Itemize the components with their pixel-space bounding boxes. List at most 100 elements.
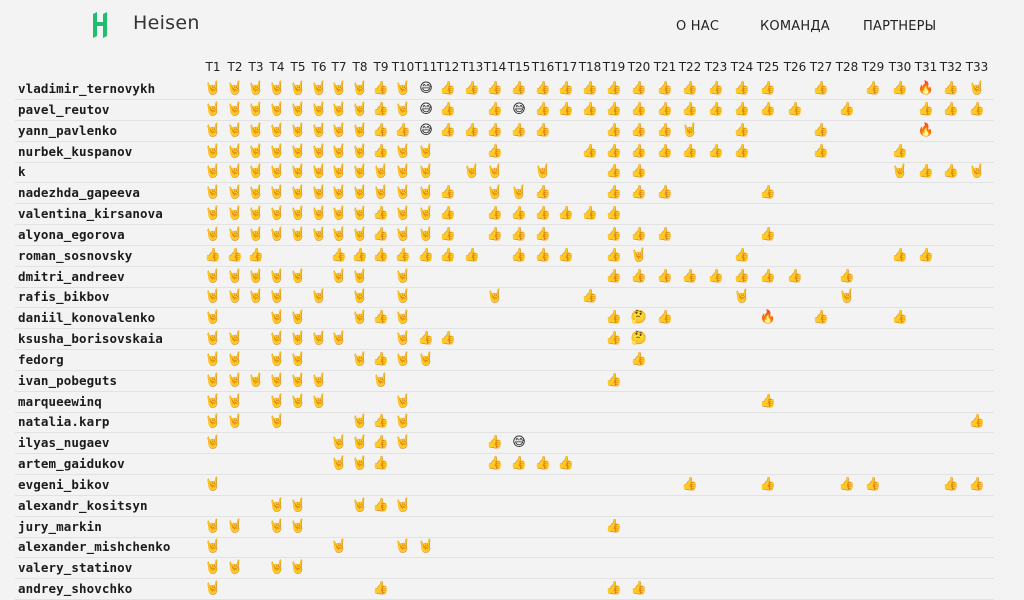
thumbs-up-icon[interactable]: 👍 [707, 143, 725, 159]
rock-hand-icon[interactable]: 🤘 [268, 101, 286, 117]
thumbs-up-icon[interactable]: 👍 [417, 331, 435, 347]
rock-hand-icon[interactable]: 🤘 [226, 164, 244, 180]
thumbs-up-icon[interactable]: 👍 [510, 456, 528, 472]
rock-hand-icon[interactable]: 🤘 [268, 289, 286, 305]
thumbs-up-icon[interactable]: 👍 [838, 101, 856, 117]
thumbs-up-icon[interactable]: 👍 [605, 185, 623, 201]
rock-hand-icon[interactable]: 🤘 [838, 289, 856, 305]
thumbs-up-icon[interactable]: 👍 [759, 393, 777, 409]
thumbs-up-icon[interactable]: 👍 [486, 122, 504, 138]
thumbs-up-icon[interactable]: 👍 [605, 143, 623, 159]
rock-hand-icon[interactable]: 🤘 [486, 289, 504, 305]
rock-hand-icon[interactable]: 🤘 [204, 331, 222, 347]
rock-hand-icon[interactable]: 🤘 [417, 143, 435, 159]
rock-hand-icon[interactable]: 🤘 [268, 560, 286, 576]
rock-hand-icon[interactable]: 🤘 [247, 101, 265, 117]
rock-hand-icon[interactable]: 🤘 [394, 185, 412, 201]
participant-name[interactable]: alexander_mishchenko [18, 539, 171, 555]
sweat-smile-icon[interactable]: 😅 [512, 435, 526, 451]
thumbs-up-icon[interactable]: 👍 [605, 122, 623, 138]
thumbs-up-icon[interactable]: 👍 [534, 456, 552, 472]
thumbs-up-icon[interactable]: 👍 [891, 81, 909, 96]
rock-hand-icon[interactable]: 🤘 [268, 331, 286, 347]
thumbs-up-icon[interactable]: 👍 [581, 143, 599, 159]
rock-hand-icon[interactable]: 🤘 [486, 164, 504, 180]
thumbs-up-icon[interactable]: 👍 [439, 81, 457, 96]
rock-hand-icon[interactable]: 🤘 [268, 206, 286, 222]
thumbs-up-icon[interactable]: 👍 [605, 372, 623, 388]
rock-hand-icon[interactable]: 🤘 [268, 81, 286, 96]
thumbs-up-icon[interactable]: 👍 [968, 101, 986, 117]
rock-hand-icon[interactable]: 🤘 [204, 310, 222, 326]
thumbs-up-icon[interactable]: 👍 [372, 310, 390, 326]
rock-hand-icon[interactable]: 🤘 [310, 101, 328, 117]
rock-hand-icon[interactable]: 🤘 [417, 185, 435, 201]
rock-hand-icon[interactable]: 🤘 [226, 289, 244, 305]
thumbs-up-icon[interactable]: 👍 [605, 581, 623, 597]
thumbs-up-icon[interactable]: 👍 [681, 101, 699, 117]
thumbs-up-icon[interactable]: 👍 [510, 122, 528, 138]
thumbs-up-icon[interactable]: 👍 [581, 289, 599, 305]
thumbs-up-icon[interactable]: 👍 [534, 122, 552, 138]
participant-name[interactable]: artem_gaidukov [18, 456, 125, 472]
thumbs-up-icon[interactable]: 👍 [630, 185, 648, 201]
thumbs-up-icon[interactable]: 👍 [656, 122, 674, 138]
thumbs-up-icon[interactable]: 👍 [510, 206, 528, 222]
rock-hand-icon[interactable]: 🤘 [394, 310, 412, 326]
rock-hand-icon[interactable]: 🤘 [247, 185, 265, 201]
rock-hand-icon[interactable]: 🤘 [289, 497, 307, 513]
thumbs-up-icon[interactable]: 👍 [630, 143, 648, 159]
rock-hand-icon[interactable]: 🤘 [289, 122, 307, 138]
nav-team[interactable]: КОМАНДА [760, 19, 830, 34]
thumbs-up-icon[interactable]: 👍 [394, 247, 412, 263]
rock-hand-icon[interactable]: 🤘 [351, 497, 369, 513]
rock-hand-icon[interactable]: 🤘 [417, 164, 435, 180]
rock-hand-icon[interactable]: 🤘 [204, 539, 222, 555]
thumbs-up-icon[interactable]: 👍 [605, 268, 623, 284]
nav-about[interactable]: О НАС [676, 19, 720, 34]
thumbs-up-icon[interactable]: 👍 [656, 185, 674, 201]
thumbs-up-icon[interactable]: 👍 [917, 247, 935, 263]
rock-hand-icon[interactable]: 🤘 [351, 310, 369, 326]
rock-hand-icon[interactable]: 🤘 [351, 226, 369, 242]
rock-hand-icon[interactable]: 🤘 [351, 164, 369, 180]
thumbs-up-icon[interactable]: 👍 [786, 268, 804, 284]
participant-name[interactable]: pavel_reutov [18, 101, 110, 117]
rock-hand-icon[interactable]: 🤘 [330, 143, 348, 159]
thumbs-up-icon[interactable]: 👍 [534, 185, 552, 201]
rock-hand-icon[interactable]: 🤘 [289, 393, 307, 409]
thumbs-up-icon[interactable]: 👍 [372, 122, 390, 138]
thumbs-up-icon[interactable]: 👍 [812, 122, 830, 138]
rock-hand-icon[interactable]: 🤘 [394, 414, 412, 430]
rock-hand-icon[interactable]: 🤘 [247, 372, 265, 388]
thumbs-up-icon[interactable]: 👍 [372, 247, 390, 263]
thumbs-up-icon[interactable]: 👍 [707, 101, 725, 117]
thumbs-up-icon[interactable]: 👍 [534, 247, 552, 263]
rock-hand-icon[interactable]: 🤘 [289, 226, 307, 242]
rock-hand-icon[interactable]: 🤘 [204, 372, 222, 388]
participant-name[interactable]: dmitri_andreev [18, 268, 125, 284]
rock-hand-icon[interactable]: 🤘 [330, 435, 348, 451]
thumbs-up-icon[interactable]: 👍 [486, 101, 504, 117]
thumbs-up-icon[interactable]: 👍 [733, 81, 751, 96]
rock-hand-icon[interactable]: 🤘 [268, 414, 286, 430]
participant-name[interactable]: valentina_kirsanova [18, 206, 163, 222]
rock-hand-icon[interactable]: 🤘 [310, 372, 328, 388]
participant-name[interactable]: k [18, 164, 26, 180]
rock-hand-icon[interactable]: 🤘 [310, 185, 328, 201]
rock-hand-icon[interactable]: 🤘 [226, 81, 244, 96]
rock-hand-icon[interactable]: 🤘 [394, 435, 412, 451]
heisen-logo-icon[interactable] [90, 11, 110, 39]
rock-hand-icon[interactable]: 🤘 [510, 185, 528, 201]
rock-hand-icon[interactable]: 🤘 [268, 393, 286, 409]
rock-hand-icon[interactable]: 🤘 [351, 351, 369, 367]
rock-hand-icon[interactable]: 🤘 [330, 81, 348, 96]
thumbs-up-icon[interactable]: 👍 [534, 206, 552, 222]
thumbs-up-icon[interactable]: 👍 [812, 81, 830, 96]
thumbs-up-icon[interactable]: 👍 [372, 414, 390, 430]
rock-hand-icon[interactable]: 🤘 [268, 351, 286, 367]
rock-hand-icon[interactable]: 🤘 [289, 310, 307, 326]
thumbs-up-icon[interactable]: 👍 [439, 185, 457, 201]
rock-hand-icon[interactable]: 🤘 [394, 226, 412, 242]
rock-hand-icon[interactable]: 🤘 [310, 164, 328, 180]
